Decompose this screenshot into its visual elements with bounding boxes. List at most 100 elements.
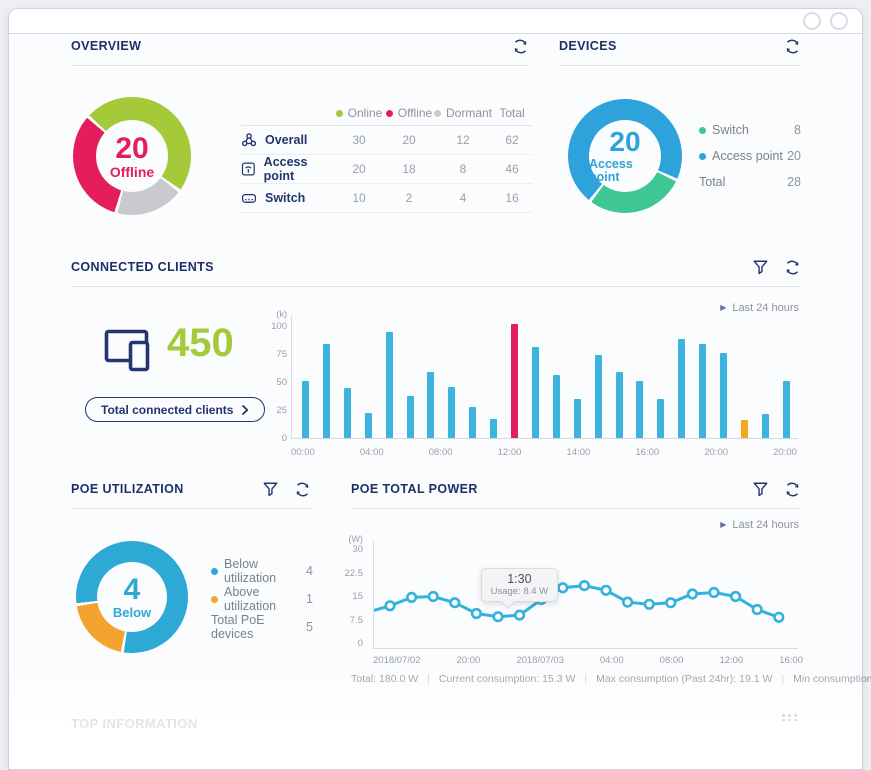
filter-icon[interactable] xyxy=(752,481,769,498)
table-row[interactable]: Switch 10 2 4 16 xyxy=(241,184,533,213)
table-row[interactable]: Access point 20 18 8 46 xyxy=(241,155,533,184)
filter-icon[interactable] xyxy=(262,481,279,498)
table-cell-value: 30 xyxy=(352,133,366,147)
legend-value: 4 xyxy=(306,564,313,578)
data-point[interactable] xyxy=(773,611,785,623)
table-cell-value: 18 xyxy=(402,162,416,176)
total-clients-value: 450 xyxy=(167,321,234,365)
y-tick-label: 0 xyxy=(357,638,363,649)
window-control-icon[interactable] xyxy=(803,12,821,30)
client-bar[interactable] xyxy=(531,347,539,438)
power-time-range[interactable]: ▶ Last 24 hours xyxy=(720,519,799,531)
data-point[interactable] xyxy=(643,598,655,610)
data-point[interactable] xyxy=(751,603,763,616)
y-tick-label: 22.5 xyxy=(344,567,364,579)
client-bar[interactable] xyxy=(448,387,456,438)
devices-panel-header: DEVICES xyxy=(559,35,801,66)
client-bar[interactable] xyxy=(740,420,748,438)
data-point[interactable] xyxy=(665,597,677,609)
clients-x-axis: 00:00 04:00 08:00 12:00 14:00 16:00 20:00 20:00 xyxy=(291,447,797,458)
legend-dot-icon xyxy=(699,126,706,134)
refresh-icon[interactable] xyxy=(784,259,801,276)
data-point[interactable] xyxy=(514,609,526,621)
poe-donut-label: Below xyxy=(112,605,152,621)
data-point[interactable] xyxy=(405,591,418,604)
client-bar[interactable] xyxy=(469,406,477,438)
client-bar[interactable] xyxy=(385,331,393,438)
refresh-icon[interactable] xyxy=(784,38,801,55)
client-bar[interactable] xyxy=(594,354,602,438)
triangle-right-icon: ▶ xyxy=(720,520,727,529)
status-dot-icon xyxy=(385,109,393,117)
client-bar[interactable] xyxy=(636,381,644,438)
data-point[interactable] xyxy=(557,582,569,594)
client-bar[interactable] xyxy=(343,388,351,438)
x-tick-label: 12:00 xyxy=(719,655,744,666)
clients-time-range[interactable]: ▶ Last 24 hours xyxy=(720,302,799,314)
legend-value: 1 xyxy=(306,592,313,606)
stat-separator: | xyxy=(781,673,785,685)
client-bar[interactable] xyxy=(302,381,309,438)
triangle-right-icon: ▶ xyxy=(720,303,727,312)
client-bar[interactable] xyxy=(406,395,414,438)
next-panel-title: TOP INFORMATION xyxy=(71,716,198,731)
x-tick-label: 08:00 xyxy=(659,655,684,666)
devices-donut-value: 20 xyxy=(609,125,641,157)
data-point[interactable] xyxy=(708,586,720,599)
client-bar[interactable] xyxy=(761,413,769,438)
client-bar[interactable] xyxy=(552,374,560,438)
data-point[interactable] xyxy=(384,600,396,612)
data-point[interactable] xyxy=(492,611,504,623)
client-bar[interactable] xyxy=(657,399,665,438)
y-tick-label: 25 xyxy=(276,405,287,416)
data-point[interactable] xyxy=(600,584,612,596)
connected-clients-title: CONNECTED CLIENTS xyxy=(71,260,214,274)
refresh-icon[interactable] xyxy=(512,38,529,55)
legend-value: 28 xyxy=(787,175,801,189)
client-bar[interactable] xyxy=(322,343,330,438)
legend-value: 20 xyxy=(787,149,801,163)
poe-total-power-panel-header: POE TOTAL POWER xyxy=(351,478,801,509)
overview-table-header: Online Offline Dormant Total xyxy=(241,101,533,126)
client-bar[interactable] xyxy=(678,339,686,438)
client-bar[interactable] xyxy=(782,381,790,438)
window-control-icon[interactable] xyxy=(830,12,848,30)
client-bar[interactable] xyxy=(615,371,623,438)
client-bar[interactable] xyxy=(490,419,498,438)
power-stat: Min consumption (Past 24hr): 1.3 W xyxy=(793,673,871,685)
device-type-text: Access point xyxy=(263,155,308,183)
power-stat: Current consumption: 15.3 W xyxy=(438,673,576,685)
overview-column-header: Total xyxy=(491,106,533,120)
data-point[interactable] xyxy=(622,596,634,608)
y-tick-label: 15 xyxy=(352,591,363,602)
data-point[interactable] xyxy=(449,597,461,609)
power-stat: Max consumption (Past 24hr): 19.1 W xyxy=(596,673,773,685)
data-point[interactable] xyxy=(578,579,590,592)
client-bar[interactable] xyxy=(699,343,707,438)
data-point[interactable] xyxy=(470,607,482,620)
client-bar[interactable] xyxy=(427,371,435,438)
clients-bar-plot xyxy=(291,316,798,439)
status-dot-icon xyxy=(335,109,343,117)
devices-legend: Switch 8 Access point 20 Total 28 xyxy=(699,117,801,195)
data-point[interactable] xyxy=(730,590,742,603)
devices-donut-chart: 20 Access point xyxy=(568,99,682,213)
client-bar[interactable] xyxy=(720,352,727,438)
table-row[interactable]: Overall 30 20 12 62 xyxy=(241,126,533,155)
poe-utilization-donut-chart: 4 Below xyxy=(76,541,188,653)
client-bar[interactable] xyxy=(364,412,372,438)
refresh-icon[interactable] xyxy=(294,481,311,498)
legend-dot-icon xyxy=(211,567,218,575)
refresh-icon[interactable] xyxy=(784,481,801,498)
tooltip-usage: Usage: 8.4 W xyxy=(490,586,549,598)
client-bar[interactable] xyxy=(573,399,581,438)
data-point[interactable] xyxy=(427,590,439,603)
total-connected-clients-button[interactable]: Total connected clients xyxy=(85,397,266,422)
client-bar[interactable] xyxy=(511,323,518,438)
y-tick-label: 100 xyxy=(271,321,287,332)
data-point[interactable] xyxy=(686,588,699,600)
filter-icon[interactable] xyxy=(752,259,769,276)
access-point-icon xyxy=(241,162,255,176)
y-tick-label: 75 xyxy=(276,349,287,360)
table-cell-value: 10 xyxy=(352,191,366,205)
